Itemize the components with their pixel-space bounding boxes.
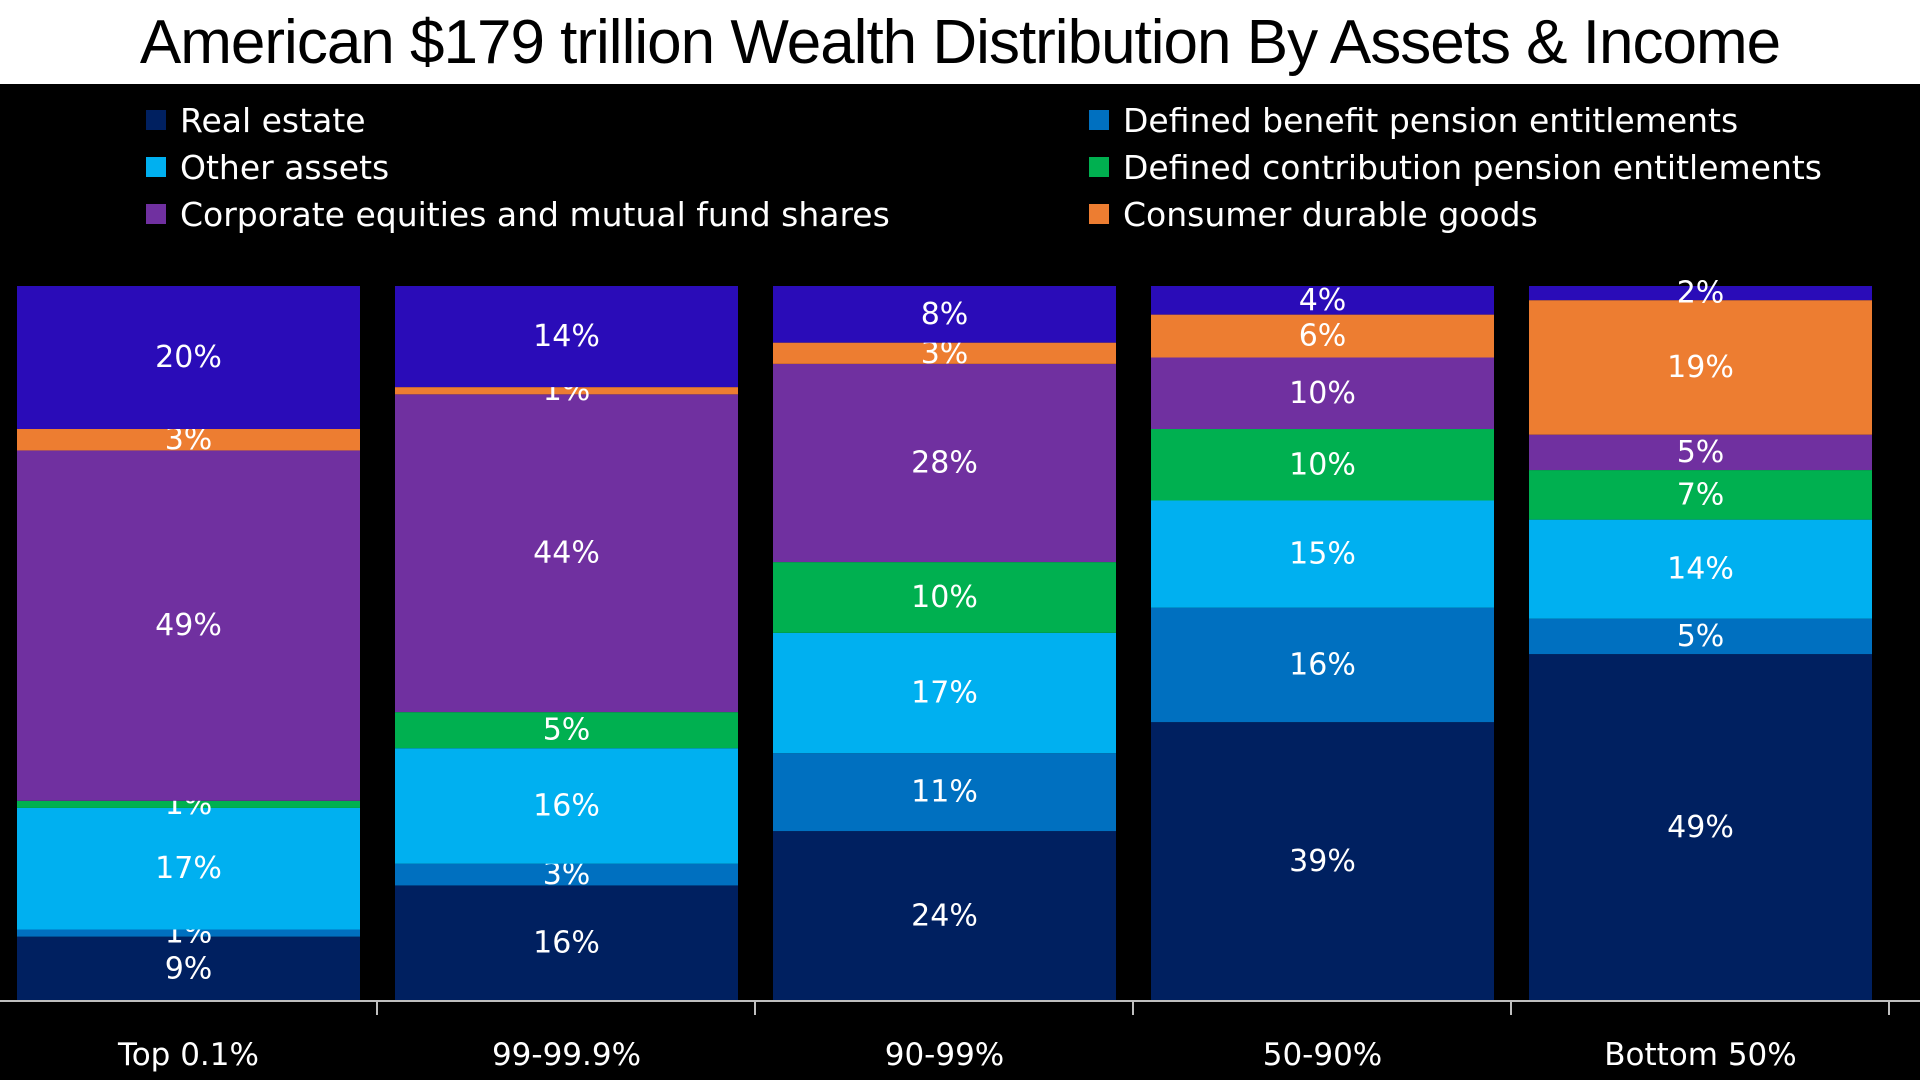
legend-item-corporate-equities: Corporate equities and mutual fund share… [146, 194, 890, 234]
bar-segment-other-assets-bottom-50 [1529, 519, 1872, 619]
data-label-other-assets-bottom-50: 14% [1667, 552, 1734, 587]
data-label-defined-contribution-pension-entitlements-50-90: 10% [1289, 447, 1356, 482]
data-label-corporate-equities-and-mutual-fund-shares-top-0-1: 49% [155, 608, 222, 643]
bar-segment-defined-benefit-pension-entitlements-90-99 [773, 753, 1116, 832]
bar-segment-corporate-equities-and-mutual-fund-shares-bottom-50 [1529, 434, 1872, 471]
bar-segment-defined-contribution-pension-entitlements-50-90 [1151, 429, 1494, 501]
legend-swatch [1089, 110, 1109, 130]
bar-segment-defined-contribution-pension-entitlements-top-0-1 [17, 800, 360, 808]
data-label-consumer-durable-goods-bottom-50: 19% [1667, 350, 1734, 385]
title-bar: American $179 trillion Wealth Distributi… [0, 0, 1920, 84]
data-label-other-top-0-1: 20% [155, 340, 222, 375]
bar-segment-consumer-durable-goods-50-90 [1151, 314, 1494, 358]
data-label-defined-contribution-pension-entitlements-99-99-9: 5% [543, 713, 591, 748]
data-label-consumer-durable-goods-50-90: 6% [1299, 319, 1347, 354]
legend-label: Defined benefit pension entitlements [1123, 100, 1739, 140]
data-label-defined-contribution-pension-entitlements-90-99: 10% [911, 580, 978, 615]
bar-segment-other-99-99-9 [395, 286, 738, 388]
data-label-corporate-equities-and-mutual-fund-shares-90-99: 28% [911, 445, 978, 480]
legend-swatch [1089, 157, 1109, 177]
bar-segment-defined-contribution-pension-entitlements-bottom-50 [1529, 470, 1872, 520]
legend-item-real-estate: Real estate [146, 100, 366, 140]
bar-segment-real-estate-99-99-9 [395, 885, 738, 1001]
bar-segment-consumer-durable-goods-90-99 [773, 342, 1116, 364]
legend-swatch [1089, 204, 1109, 224]
data-label-other-99-99-9: 14% [533, 319, 600, 354]
chart-title: American $179 trillion Wealth Distributi… [139, 7, 1781, 77]
bar-segment-real-estate-bottom-50 [1529, 654, 1872, 1001]
legend: Real estate Other assets Corporate equit… [146, 100, 1886, 250]
bar-segment-other-assets-90-99 [773, 632, 1116, 754]
bar-segment-consumer-durable-goods-top-0-1 [17, 429, 360, 451]
legend-item-defined-contribution: Defined contribution pension entitlement… [1089, 147, 1822, 187]
bar-segment-real-estate-50-90 [1151, 722, 1494, 1001]
data-label-corporate-equities-and-mutual-fund-shares-99-99-9: 44% [533, 536, 600, 571]
bar-segment-real-estate-90-99 [773, 831, 1116, 1001]
data-label-other-assets-50-90: 15% [1289, 537, 1356, 572]
legend-item-other-assets: Other assets [146, 147, 389, 187]
legend-label: Consumer durable goods [1123, 194, 1538, 234]
bar-segment-defined-contribution-pension-entitlements-90-99 [773, 562, 1116, 633]
bar-segment-corporate-equities-and-mutual-fund-shares-90-99 [773, 363, 1116, 563]
legend-label: Corporate equities and mutual fund share… [180, 194, 890, 234]
x-tick-label-bottom-50: Bottom 50% [1604, 1037, 1796, 1073]
bar-segment-corporate-equities-and-mutual-fund-shares-50-90 [1151, 357, 1494, 429]
bar-segment-defined-benefit-pension-entitlements-bottom-50 [1529, 618, 1872, 655]
bar-segment-defined-benefit-pension-entitlements-99-99-9 [395, 863, 738, 886]
bar-segment-other-assets-50-90 [1151, 500, 1494, 608]
x-tick-label-50-90: 50-90% [1263, 1037, 1383, 1073]
bar-segment-other-bottom-50 [1529, 286, 1872, 301]
bar-segment-defined-contribution-pension-entitlements-99-99-9 [395, 712, 738, 749]
data-label-real-estate-90-99: 24% [911, 899, 978, 934]
bar-segment-other-50-90 [1151, 286, 1494, 315]
data-label-other-bottom-50: 2% [1677, 276, 1725, 311]
data-label-other-assets-90-99: 17% [911, 676, 978, 711]
legend-item-consumer-durables: Consumer durable goods [1089, 194, 1538, 234]
data-label-defined-benefit-pension-entitlements-bottom-50: 5% [1677, 619, 1725, 654]
bar-segment-other-top-0-1 [17, 286, 360, 429]
data-label-other-50-90: 4% [1299, 283, 1347, 318]
bar-segment-corporate-equities-and-mutual-fund-shares-top-0-1 [17, 450, 360, 801]
legend-swatch [146, 204, 166, 224]
data-label-real-estate-99-99-9: 16% [533, 926, 600, 961]
bar-segment-other-90-99 [773, 286, 1116, 343]
bar-segment-real-estate-top-0-1 [17, 936, 360, 1001]
data-label-corporate-equities-and-mutual-fund-shares-bottom-50: 5% [1677, 435, 1725, 470]
x-tick-label-90-99: 90-99% [885, 1037, 1005, 1073]
bar-segment-corporate-equities-and-mutual-fund-shares-99-99-9 [395, 394, 738, 713]
legend-label: Real estate [180, 100, 366, 140]
data-label-real-estate-bottom-50: 49% [1667, 810, 1734, 845]
data-label-real-estate-top-0-1: 9% [165, 951, 213, 986]
legend-item-defined-benefit: Defined benefit pension entitlements [1089, 100, 1738, 140]
bar-segment-defined-benefit-pension-entitlements-top-0-1 [17, 929, 360, 937]
bar-segment-defined-benefit-pension-entitlements-50-90 [1151, 607, 1494, 723]
data-label-other-assets-top-0-1: 17% [155, 851, 222, 886]
legend-swatch [146, 157, 166, 177]
data-label-defined-contribution-pension-entitlements-bottom-50: 7% [1677, 477, 1725, 512]
data-label-defined-benefit-pension-entitlements-50-90: 16% [1289, 647, 1356, 682]
data-label-other-assets-99-99-9: 16% [533, 789, 600, 824]
bar-segment-consumer-durable-goods-bottom-50 [1529, 300, 1872, 435]
data-label-defined-benefit-pension-entitlements-90-99: 11% [911, 775, 978, 810]
bar-segment-other-assets-top-0-1 [17, 807, 360, 930]
legend-label: Defined contribution pension entitlement… [1123, 147, 1822, 187]
legend-label: Other assets [180, 147, 390, 187]
data-label-other-90-99: 8% [921, 297, 969, 332]
x-tick-label-99-99-9: 99-99.9% [492, 1037, 641, 1073]
legend-swatch [146, 110, 166, 130]
x-tick-label-top-0-1: Top 0.1% [117, 1037, 259, 1073]
bar-segment-consumer-durable-goods-99-99-9 [395, 387, 738, 395]
data-label-real-estate-50-90: 39% [1289, 844, 1356, 879]
data-label-corporate-equities-and-mutual-fund-shares-50-90: 10% [1289, 376, 1356, 411]
bar-segment-other-assets-99-99-9 [395, 748, 738, 864]
